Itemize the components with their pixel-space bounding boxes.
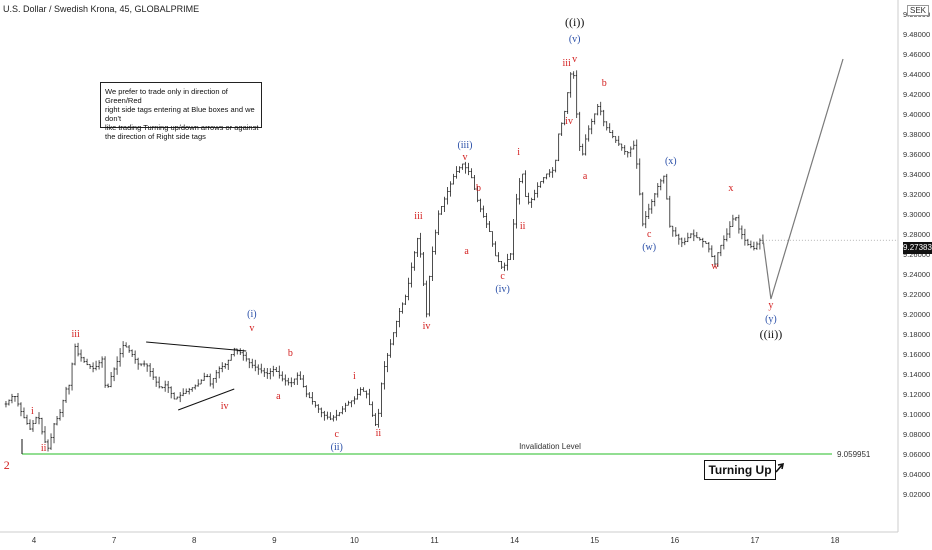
x-tick-label: 10 [350, 536, 359, 545]
turning-up-arrow-icon [775, 462, 785, 473]
y-tick-label: 9.46000 [903, 50, 930, 59]
x-tick-label: 16 [670, 536, 679, 545]
x-tick-label: 11 [430, 536, 439, 545]
wave-label: (i) [247, 309, 256, 320]
y-tick-label: 9.18000 [903, 330, 930, 339]
y-tick-label: 9.12000 [903, 390, 930, 399]
triangle-trendline [146, 341, 247, 352]
wave-label: c [335, 429, 340, 440]
turning-up-box: Turning Up [704, 460, 776, 480]
y-tick-label: 9.48000 [903, 30, 930, 39]
wave-label: iv [423, 321, 431, 332]
triangle-trendline [178, 388, 235, 411]
currency-tag: SEK [907, 5, 930, 16]
wave-label: (x) [665, 156, 677, 167]
wave-label: b [288, 348, 293, 359]
wave-label: b [476, 183, 481, 194]
x-tick-label: 8 [192, 536, 197, 545]
y-tick-label: 9.40000 [903, 110, 930, 119]
wave-label: ((i)) [565, 15, 584, 29]
y-tick-label: 9.20000 [903, 310, 930, 319]
y-tick-label: 9.10000 [903, 410, 930, 419]
x-tick-label: 4 [32, 536, 37, 545]
wave-label: (iv) [495, 284, 509, 295]
y-tick-label: 9.30000 [903, 210, 930, 219]
wave-label: y [768, 300, 773, 311]
y-tick-label: 9.36000 [903, 150, 930, 159]
x-tick-label: 18 [831, 536, 840, 545]
wave-label: c [500, 271, 505, 282]
y-tick-label: 9.28000 [903, 230, 930, 239]
wave-label: iii [562, 58, 571, 69]
wave-label: (w) [642, 242, 656, 253]
wave-label: iii [71, 329, 80, 340]
wave-label: i [353, 371, 356, 382]
note-box: We prefer to trade only in direction of … [100, 82, 262, 141]
x-tick-label: 17 [750, 536, 759, 545]
y-tick-label: 9.14000 [903, 370, 930, 379]
current-price-tag: 9.27383 [903, 242, 932, 254]
wave-label: a [583, 171, 588, 182]
y-tick-label: 9.06000 [903, 450, 930, 459]
wave-label: iv [221, 401, 229, 412]
wave-label: iv [565, 116, 573, 127]
y-tick-label: 9.32000 [903, 190, 930, 199]
wave-label: (ii) [331, 442, 343, 453]
wave-label: (iii) [457, 140, 472, 151]
wave-label: i [517, 147, 520, 158]
wave-label: ii [41, 443, 47, 454]
wave-label: (y) [765, 314, 777, 325]
y-tick-label: 9.08000 [903, 430, 930, 439]
y-tick-label: 9.16000 [903, 350, 930, 359]
chart-title: U.S. Dollar / Swedish Krona, 45, GLOBALP… [3, 4, 200, 14]
wave-label: ii [376, 428, 382, 439]
wave-label: v [572, 54, 577, 65]
wave-label: w [711, 261, 719, 272]
wave-label: a [276, 391, 281, 402]
wave-label: ii [520, 221, 526, 232]
wave-label: 2 [4, 458, 10, 472]
x-tick-label: 14 [510, 536, 519, 545]
y-tick-label: 9.02000 [903, 490, 930, 499]
wave-label: a [464, 246, 469, 257]
turning-up-label: Turning Up [708, 463, 772, 477]
y-tick-label: 9.44000 [903, 70, 930, 79]
y-tick-label: 9.42000 [903, 90, 930, 99]
y-tick-label: 9.04000 [903, 470, 930, 479]
x-tick-label: 7 [112, 536, 117, 545]
wave-label: v [249, 323, 254, 334]
y-tick-label: 9.24000 [903, 270, 930, 279]
wave-label: ((ii)) [760, 327, 783, 341]
invalidation-value-label: 9.059951 [837, 450, 871, 459]
wave-label: b [602, 78, 607, 89]
x-tick-label: 9 [272, 536, 277, 545]
y-tick-label: 9.38000 [903, 130, 930, 139]
wave-label: (v) [569, 34, 581, 45]
projection-path [762, 58, 844, 300]
wave-label: x [728, 183, 733, 194]
y-tick-label: 9.34000 [903, 170, 930, 179]
y-tick-label: 9.26000 [903, 250, 930, 259]
wave-label: i [31, 406, 34, 417]
wave-label: v [462, 152, 467, 163]
y-tick-label: 9.22000 [903, 290, 930, 299]
invalidation-label: Invalidation Level [519, 442, 581, 451]
wave-label: c [647, 229, 652, 240]
x-tick-label: 15 [590, 536, 599, 545]
wave-label: iii [414, 211, 423, 222]
